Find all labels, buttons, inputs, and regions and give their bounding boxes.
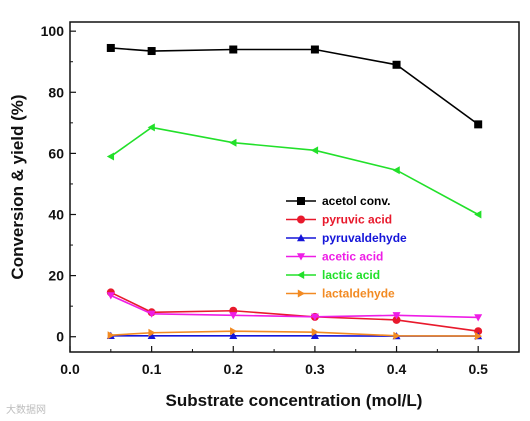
- legend-label: pyruvic acid: [322, 213, 392, 227]
- series-acetic-acid: [106, 292, 483, 322]
- legend-label: lactaldehyde: [322, 287, 395, 301]
- legend-label: acetol conv.: [322, 194, 390, 208]
- data-point: [474, 332, 483, 341]
- data-point: [310, 331, 319, 340]
- legend-marker: [297, 234, 305, 242]
- legend-marker: [297, 289, 305, 298]
- legend-marker: [297, 215, 305, 224]
- data-point: [229, 331, 238, 340]
- y-tick-label: 100: [41, 23, 65, 39]
- legend-entry: acetol conv.: [286, 194, 390, 208]
- legend-label: acetic acid: [322, 250, 383, 264]
- y-tick-label: 0: [56, 329, 64, 345]
- legend: acetol conv. pyruvic acid pyruvaldehyde ace…: [286, 194, 407, 301]
- x-tick-label: 0.1: [142, 361, 162, 377]
- legend-entry: pyruvaldehyde: [286, 231, 407, 245]
- y-tick-label: 40: [48, 207, 64, 223]
- series-line: [110, 294, 479, 319]
- x-tick-label: 0.5: [468, 361, 488, 377]
- legend-label: pyruvaldehyde: [322, 231, 407, 245]
- legend-marker: [297, 253, 305, 261]
- data-point: [229, 312, 238, 320]
- data-point: [148, 328, 156, 337]
- legend-entry: lactic acid: [286, 268, 380, 282]
- data-point: [106, 292, 115, 300]
- data-point: [147, 123, 155, 132]
- series-line: [110, 47, 479, 126]
- x-tick-label: 0.3: [305, 361, 325, 377]
- data-point: [229, 138, 237, 147]
- data-point: [392, 315, 401, 324]
- data-point: [107, 331, 115, 340]
- data-point: [393, 331, 401, 340]
- legend-entry: lactaldehyde: [286, 287, 395, 301]
- series-layer: [106, 43, 483, 341]
- series-lactaldehyde: [107, 327, 483, 341]
- plot-frame: [69, 21, 520, 353]
- x-tick-label: 0.2: [224, 361, 244, 377]
- series-line: [110, 330, 479, 337]
- series-acetol-conv-: [106, 43, 483, 129]
- y-tick-label: 80: [48, 84, 64, 100]
- data-point: [147, 47, 156, 56]
- data-point: [106, 43, 115, 52]
- legend-marker: [297, 197, 305, 205]
- data-point: [311, 328, 319, 337]
- data-point: [106, 152, 115, 161]
- series-line: [110, 126, 479, 216]
- y-tick-label: 20: [48, 268, 64, 284]
- data-point: [474, 210, 482, 219]
- x-axis: 0.0 0.1 0.2 0.3 0.4 0.5: [60, 346, 520, 377]
- data-point: [147, 310, 156, 318]
- legend-entry: pyruvic acid: [286, 213, 392, 227]
- y-tick-label: 60: [48, 145, 64, 161]
- data-point: [474, 120, 483, 129]
- legend-marker: [297, 271, 305, 279]
- data-point: [392, 312, 401, 320]
- series-pyruvic-acid: [106, 288, 483, 336]
- data-point: [310, 313, 319, 321]
- data-point: [392, 60, 401, 69]
- data-point: [310, 146, 319, 155]
- data-point: [229, 45, 238, 54]
- data-point: [474, 314, 483, 322]
- x-axis-label: Substrate concentration (mol/L): [166, 391, 423, 410]
- y-axis-label: Conversion & yield (%): [8, 94, 27, 279]
- x-tick-label: 0.0: [60, 361, 80, 377]
- watermark: 大数据网: [6, 405, 46, 416]
- legend-label: lactic acid: [322, 268, 380, 282]
- y-axis: 0 20 40 60 80 100: [41, 23, 76, 345]
- data-point: [147, 331, 156, 340]
- series-lactic-acid: [106, 123, 482, 219]
- data-point: [230, 327, 238, 336]
- data-point: [310, 45, 319, 54]
- data-point: [392, 166, 400, 175]
- x-tick-label: 0.4: [387, 361, 407, 377]
- legend-entry: acetic acid: [286, 250, 383, 264]
- series-line: [110, 291, 479, 333]
